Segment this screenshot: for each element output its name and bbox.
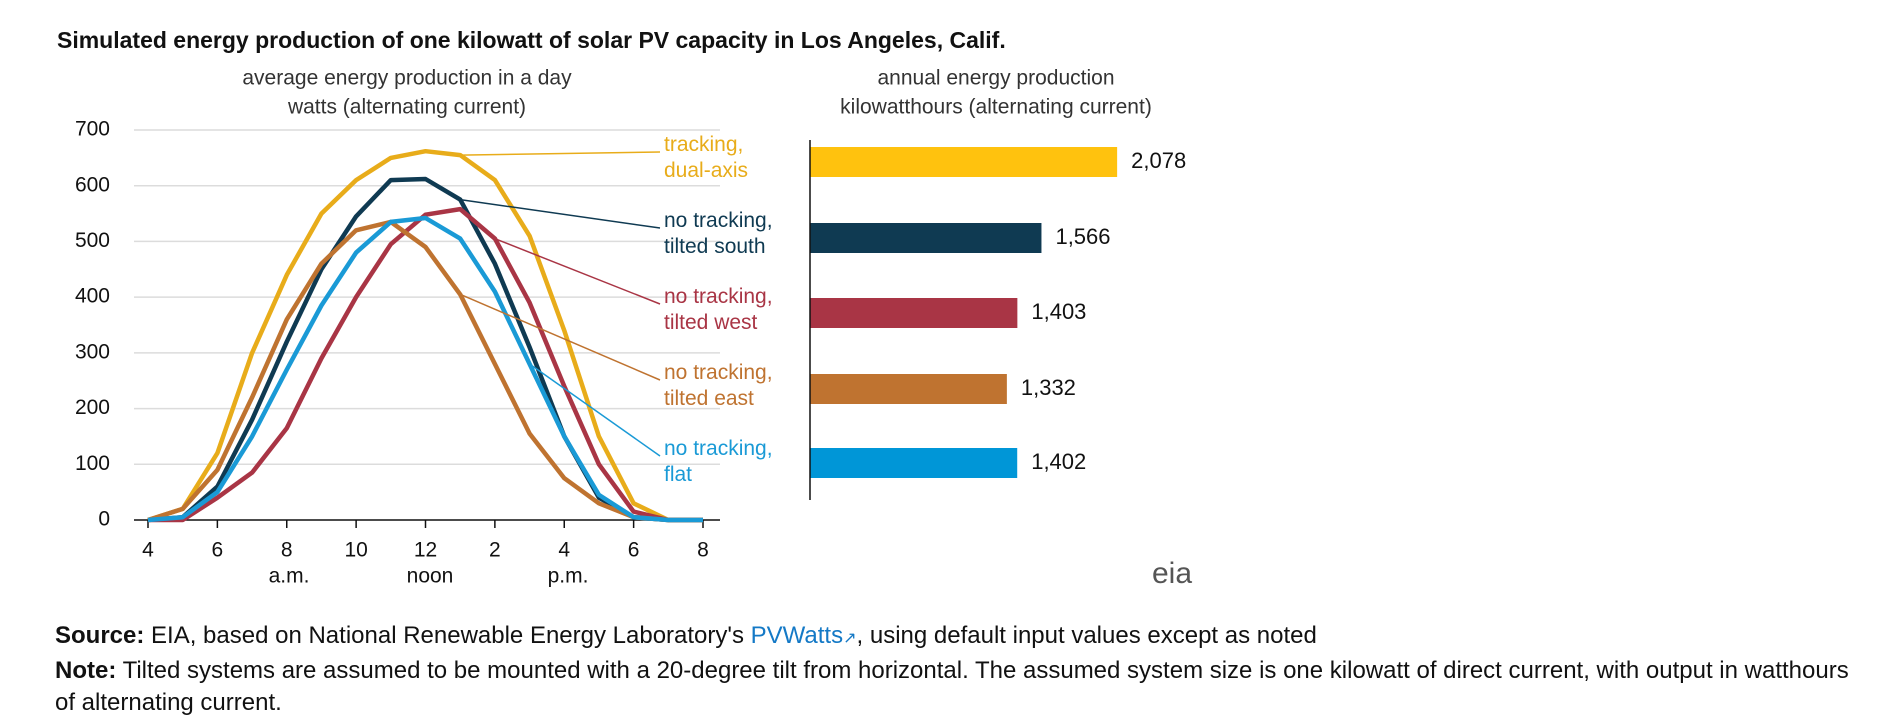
subtitle: average energy production in a day [242, 67, 572, 90]
y-tick-label: 0 [98, 508, 110, 531]
external-icon: ↗ [843, 630, 857, 647]
bar [810, 223, 1042, 253]
bar [810, 448, 1018, 478]
series-line [147, 148, 703, 523]
source-text: , using default input values except as n… [856, 622, 1317, 649]
y-tick-label: 500 [75, 229, 110, 252]
x-tick-label: 6 [212, 539, 224, 562]
x-annotation: p.m. [548, 565, 589, 588]
subtitle: watts (alternating current) [287, 96, 526, 119]
bar [810, 147, 1118, 177]
y-tick-label: 700 [75, 118, 110, 141]
y-tick-label: 400 [75, 285, 110, 308]
x-tick-label: 6 [628, 539, 640, 562]
source-label: Source: [55, 622, 145, 649]
bar [810, 298, 1018, 328]
note-label: Note: [55, 657, 117, 684]
x-annotation: noon [407, 565, 454, 588]
chart: Simulated energy production of one kilow… [57, 27, 1192, 590]
chart-title: Simulated energy production of one kilow… [57, 27, 1006, 53]
value-label: 2,078 [1131, 148, 1186, 173]
x-tick-label: 8 [281, 539, 293, 562]
y-tick-label: 300 [75, 340, 110, 363]
x-tick-label: 4 [142, 539, 154, 562]
subtitle: annual energy production [877, 67, 1114, 90]
value-label: 1,402 [1031, 449, 1086, 474]
leader-line [460, 151, 661, 156]
source: Source: EIA, based on National Renewable… [55, 620, 1865, 655]
x-tick-label: 12 [414, 539, 437, 562]
series-line [147, 215, 703, 523]
leader-line [459, 293, 661, 381]
bar [810, 374, 1007, 404]
note-text: Tilted systems are assumed to be mounted… [55, 657, 1849, 716]
value-label: 1,566 [1055, 224, 1110, 249]
legend-label: no tracking, tilted east [664, 361, 773, 410]
y-tick-label: 600 [75, 173, 110, 196]
y-tick-label: 100 [75, 452, 110, 475]
x-tick-label: 2 [489, 539, 501, 562]
x-tick-label: 8 [697, 539, 709, 562]
value-label: 1,332 [1021, 375, 1076, 400]
series-line [148, 206, 703, 523]
footer: Source: EIA, based on National Renewable… [55, 620, 1865, 719]
legend-label: no tracking, tilted south [664, 209, 773, 258]
logo: eia [1152, 557, 1192, 590]
leader-line [529, 363, 661, 457]
series-line [147, 219, 703, 523]
note: Note: Tilted systems are assumed to be m… [55, 655, 1865, 719]
legend-label: tracking, dual-axis [664, 133, 749, 182]
source-text: EIA, based on National Renewable Energy … [144, 622, 751, 649]
subtitle: kilowatthours (alternating current) [840, 96, 1152, 119]
x-tick-label: 4 [558, 539, 570, 562]
y-tick-label: 200 [75, 396, 110, 419]
legend-label: no tracking, flat [664, 437, 773, 486]
x-tick-label: 10 [344, 539, 367, 562]
x-annotation: a.m. [269, 565, 310, 588]
leader-line [460, 198, 661, 229]
value-label: 1,403 [1031, 299, 1086, 324]
source-link[interactable]: PVWatts [750, 622, 844, 649]
leader-line [494, 237, 661, 305]
legend-label: no tracking, tilted west [664, 285, 773, 334]
